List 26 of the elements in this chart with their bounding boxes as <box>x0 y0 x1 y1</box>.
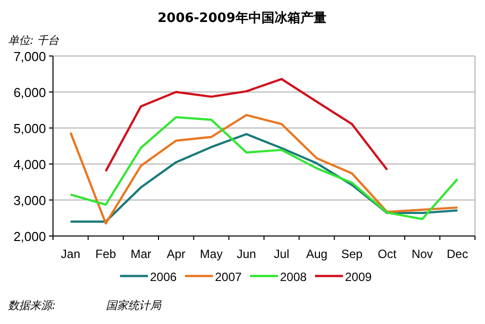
x-tick-label: Nov <box>412 247 433 261</box>
legend-label: 2006 <box>150 270 178 284</box>
chart-title: 2006-2009年中国冰箱产量 <box>158 10 326 26</box>
legend-label: 2008 <box>280 270 308 284</box>
y-tick-label: 2,000 <box>13 229 46 244</box>
x-tick-label: Jul <box>274 247 290 261</box>
x-tick-label: Feb <box>95 247 116 261</box>
y-tick-label: 6,000 <box>13 85 46 100</box>
text: 国家统计局 <box>106 299 162 312</box>
x-tick-label: Sep <box>341 247 363 261</box>
source-note: 数据来源: <box>8 299 56 312</box>
legend-label: 2007 <box>215 270 242 284</box>
y-tick-label: 5,000 <box>13 121 46 136</box>
x-tick-label: Aug <box>306 247 328 261</box>
y-tick-label: 3,000 <box>13 193 46 208</box>
legend-label: 2009 <box>345 270 372 284</box>
x-tick-label: Oct <box>378 247 398 261</box>
x-tick-label: Jan <box>60 247 80 261</box>
x-tick-label: Dec <box>446 247 468 261</box>
chart-subtitle: 单位: 千台 <box>8 34 60 47</box>
x-tick-label: May <box>200 247 223 261</box>
y-tick-label: 4,000 <box>13 157 46 172</box>
y-tick-label: 7,000 <box>13 49 46 64</box>
x-tick-label: Mar <box>130 247 152 261</box>
x-tick-label: Jun <box>236 247 256 261</box>
x-tick-label: Apr <box>166 247 186 261</box>
